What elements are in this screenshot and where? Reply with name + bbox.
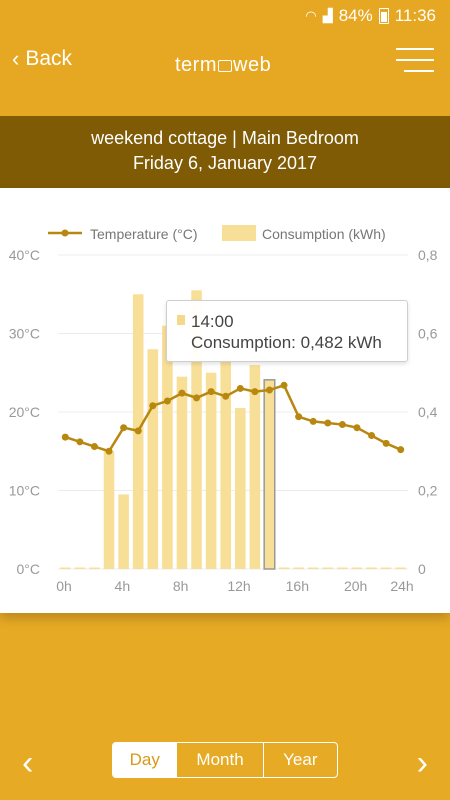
top-bar: ‹ Back term web: [0, 32, 450, 116]
back-label: Back: [25, 47, 73, 70]
tab-day[interactable]: Day: [113, 743, 177, 777]
temperature-point: [90, 443, 98, 451]
date-title: Friday 6, January 2017: [132, 153, 318, 173]
temperature-point: [309, 417, 317, 425]
temperature-point: [280, 381, 288, 389]
y-right-tick-label: 0,2: [418, 483, 438, 499]
consumption-bar: [191, 290, 202, 569]
consumption-bar: [395, 567, 406, 569]
chart-tooltip: 14:00 Consumption: 0,482 kWh: [166, 300, 408, 362]
hamburger-menu-icon[interactable]: [396, 48, 434, 78]
consumption-bar: [162, 325, 173, 569]
temperature-point: [295, 413, 303, 421]
wifi-icon: ◠: [305, 8, 317, 23]
temperature-point: [120, 424, 128, 432]
y-left-tick-label: 10°C: [9, 483, 40, 499]
y-right-tick-label: 0: [418, 561, 426, 577]
temperature-point: [265, 386, 273, 394]
temperature-point: [382, 439, 390, 447]
x-tick-label: 0h: [56, 578, 72, 594]
next-arrow-icon[interactable]: ›: [416, 744, 428, 782]
legend-temperature-marker: [61, 229, 69, 237]
legend-consumption-label: Consumption (kWh): [262, 226, 386, 242]
temperature-point: [368, 432, 376, 440]
temperature-point: [222, 392, 230, 400]
y-left-tick-label: 30°C: [9, 326, 40, 342]
back-button[interactable]: ‹ Back: [12, 46, 72, 72]
consumption-bar: [235, 408, 246, 569]
consumption-bar: [89, 567, 100, 569]
battery-percent: 84%: [338, 6, 373, 25]
temperature-point: [338, 421, 346, 429]
consumption-bar: [74, 567, 86, 569]
consumption-bar: [293, 567, 304, 569]
tooltip-value: Consumption: 0,482 kWh: [191, 333, 382, 352]
status-bar: ◠ ▟ 84% 11:36: [0, 0, 450, 32]
consumption-bar: [380, 567, 392, 569]
logo-text-right: web: [233, 54, 272, 76]
x-tick-label: 20h: [344, 578, 367, 594]
clock: 11:36: [394, 6, 436, 25]
consumption-bar: [147, 349, 159, 569]
legend-temperature-label: Temperature (°C): [90, 226, 198, 242]
tab-year[interactable]: Year: [262, 743, 337, 777]
signal-icon: ▟: [322, 8, 333, 23]
temperature-point: [163, 397, 171, 405]
logo-text-left: term: [175, 54, 217, 76]
x-tick-label: 8h: [173, 578, 189, 594]
consumption-bar: [263, 379, 276, 570]
location-title: weekend cottage | Main Bedroom: [91, 128, 359, 148]
logo-box-icon: [218, 60, 232, 72]
tab-month[interactable]: Month: [176, 743, 262, 777]
consumption-bar: [220, 357, 231, 569]
consumption-bar: [60, 567, 71, 569]
temperature-point: [193, 394, 201, 402]
consumption-bar: [249, 364, 261, 569]
consumption-bar: [351, 567, 363, 569]
consumption-bar: [366, 567, 377, 569]
consumption-temperature-chart[interactable]: Temperature (°C) Consumption (kWh) 0°C 10°C…: [0, 188, 450, 613]
y-right-tick-label: 0,6: [418, 326, 438, 342]
consumption-bar: [205, 372, 217, 569]
chevron-left-icon: ‹: [12, 46, 20, 71]
temperature-point: [207, 388, 215, 396]
temperature-line: [64, 383, 402, 453]
consumption-bar: [103, 451, 115, 569]
temperature-point: [149, 402, 157, 410]
previous-arrow-icon[interactable]: ‹: [22, 744, 34, 782]
y-left-tick-label: 40°C: [9, 247, 40, 263]
consumption-bar: [337, 567, 348, 569]
app-logo: term web: [175, 54, 271, 77]
consumption-bar: [307, 567, 319, 569]
tooltip-swatch: [177, 315, 185, 325]
y-left-tick-label: 20°C: [9, 404, 40, 420]
temperature-point: [178, 389, 186, 397]
battery-icon: [378, 8, 389, 24]
x-tick-label: 4h: [115, 578, 131, 594]
y-left-tick-label: 0°C: [17, 561, 41, 577]
y-right-tick-label: 0,8: [418, 247, 438, 263]
tooltip-time: 14:00: [191, 312, 234, 331]
temperature-point: [251, 388, 259, 396]
temperature-point: [324, 419, 332, 427]
temperature-point: [134, 427, 142, 435]
consumption-bar: [176, 376, 188, 569]
temperature-point: [397, 446, 405, 454]
consumption-bar: [118, 494, 129, 569]
consumption-bar: [278, 567, 290, 569]
temperature-point: [105, 447, 113, 455]
x-tick-label: 16h: [286, 578, 309, 594]
x-tick-label: 12h: [227, 578, 250, 594]
bottom-bar: ‹ Day Month Year ›: [0, 720, 450, 800]
temperature-point: [61, 433, 69, 441]
consumption-bar: [322, 567, 334, 569]
x-tick-label: 24h: [390, 578, 413, 594]
temperature-point: [353, 424, 361, 432]
location-header: weekend cottage | Main Bedroom Friday 6,…: [0, 116, 450, 188]
legend-consumption-swatch: [222, 225, 256, 241]
period-segmented-control: Day Month Year: [112, 742, 338, 778]
temperature-point: [76, 438, 84, 446]
y-right-tick-label: 0,4: [418, 404, 438, 420]
temperature-point: [236, 384, 244, 392]
